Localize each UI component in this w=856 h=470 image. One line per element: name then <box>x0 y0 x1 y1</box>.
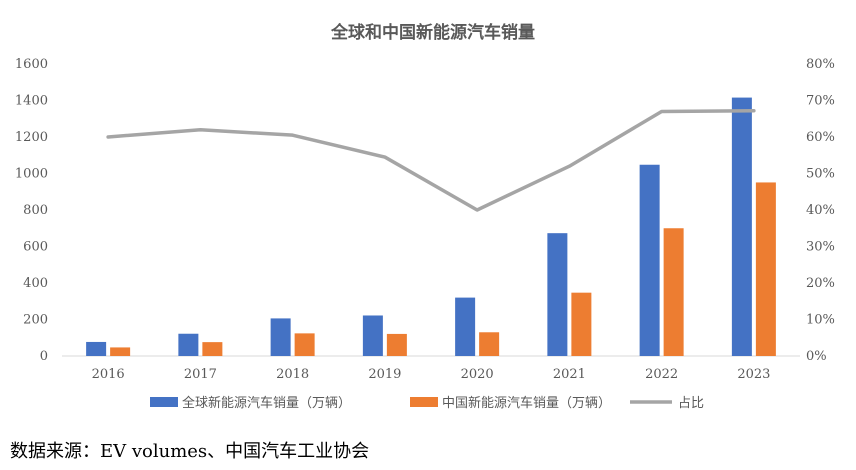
bar-china-2017 <box>202 342 223 356</box>
x-tick-label: 2021 <box>553 367 586 382</box>
bar-global-2018 <box>270 318 291 356</box>
legend-swatch-china <box>410 397 438 407</box>
y-right-tick-label: 0% <box>806 349 827 364</box>
chart-line <box>106 108 756 212</box>
y-left-tick-label: 0 <box>40 349 48 364</box>
bar-china-2022 <box>663 228 684 356</box>
bar-china-2020 <box>479 332 500 356</box>
chart-title: 全球和中国新能源汽车销量 <box>330 22 535 43</box>
chart-bars <box>86 97 776 356</box>
x-tick-label: 2023 <box>737 367 770 382</box>
x-tick-label: 2020 <box>461 367 494 382</box>
bar-china-2019 <box>386 333 407 356</box>
y-left-tick-label: 1600 <box>15 57 48 72</box>
bar-global-2021 <box>547 233 568 356</box>
y-left-tick-label: 200 <box>23 313 48 328</box>
y-right-tick-label: 70% <box>806 94 835 109</box>
y-left-tick-label: 800 <box>23 203 48 218</box>
bar-global-2023 <box>731 97 752 356</box>
bar-china-2018 <box>294 333 315 356</box>
bar-global-2019 <box>362 315 383 356</box>
y-left-tick-label: 400 <box>23 276 48 291</box>
y-left-tick-label: 1000 <box>15 167 48 182</box>
legend-label-global: 全球新能源汽车销量（万辆） <box>182 395 351 411</box>
y-right-tick-label: 10% <box>806 313 835 328</box>
x-tick-label: 2022 <box>645 367 678 382</box>
y-right-tick-label: 60% <box>806 130 835 145</box>
legend-label-share: 占比 <box>678 396 704 411</box>
bar-global-2020 <box>455 297 476 356</box>
x-tick-label: 2017 <box>184 367 217 382</box>
bar-global-2017 <box>178 333 199 356</box>
x-tick-label: 2018 <box>276 367 309 382</box>
share-line <box>106 108 756 212</box>
bar-china-2021 <box>571 292 592 356</box>
y-right-tick-label: 50% <box>806 167 835 182</box>
chart-axes: 0 200 400 600 800 1000 1200 1400 1600 0% 10% 20% 30%… <box>15 57 835 382</box>
y-left-tick-label: 1200 <box>15 130 48 145</box>
source-note: 数据来源：EV volumes、中国汽车工业协会 <box>10 441 370 462</box>
bar-global-2016 <box>86 341 107 356</box>
legend-swatch-global <box>150 397 178 407</box>
x-tick-label: 2016 <box>92 367 125 382</box>
y-left-tick-label: 600 <box>23 240 48 255</box>
bar-china-2016 <box>110 347 131 356</box>
bar-china-2023 <box>755 182 776 356</box>
x-tick-label: 2019 <box>368 367 401 382</box>
y-right-tick-label: 80% <box>806 57 835 72</box>
y-right-tick-label: 40% <box>806 203 835 218</box>
y-left-tick-label: 1400 <box>15 94 48 109</box>
legend-label-china: 中国新能源汽车销量（万辆） <box>442 395 611 411</box>
bar-global-2022 <box>639 164 660 356</box>
chart: 全球和中国新能源汽车销量 0 200 400 600 800 1000 1200 1400 16… <box>15 22 835 411</box>
y-right-tick-label: 30% <box>806 240 835 255</box>
chart-legend: 全球新能源汽车销量（万辆） 中国新能源汽车销量（万辆） 占比 <box>150 395 704 411</box>
y-right-tick-label: 20% <box>806 276 835 291</box>
